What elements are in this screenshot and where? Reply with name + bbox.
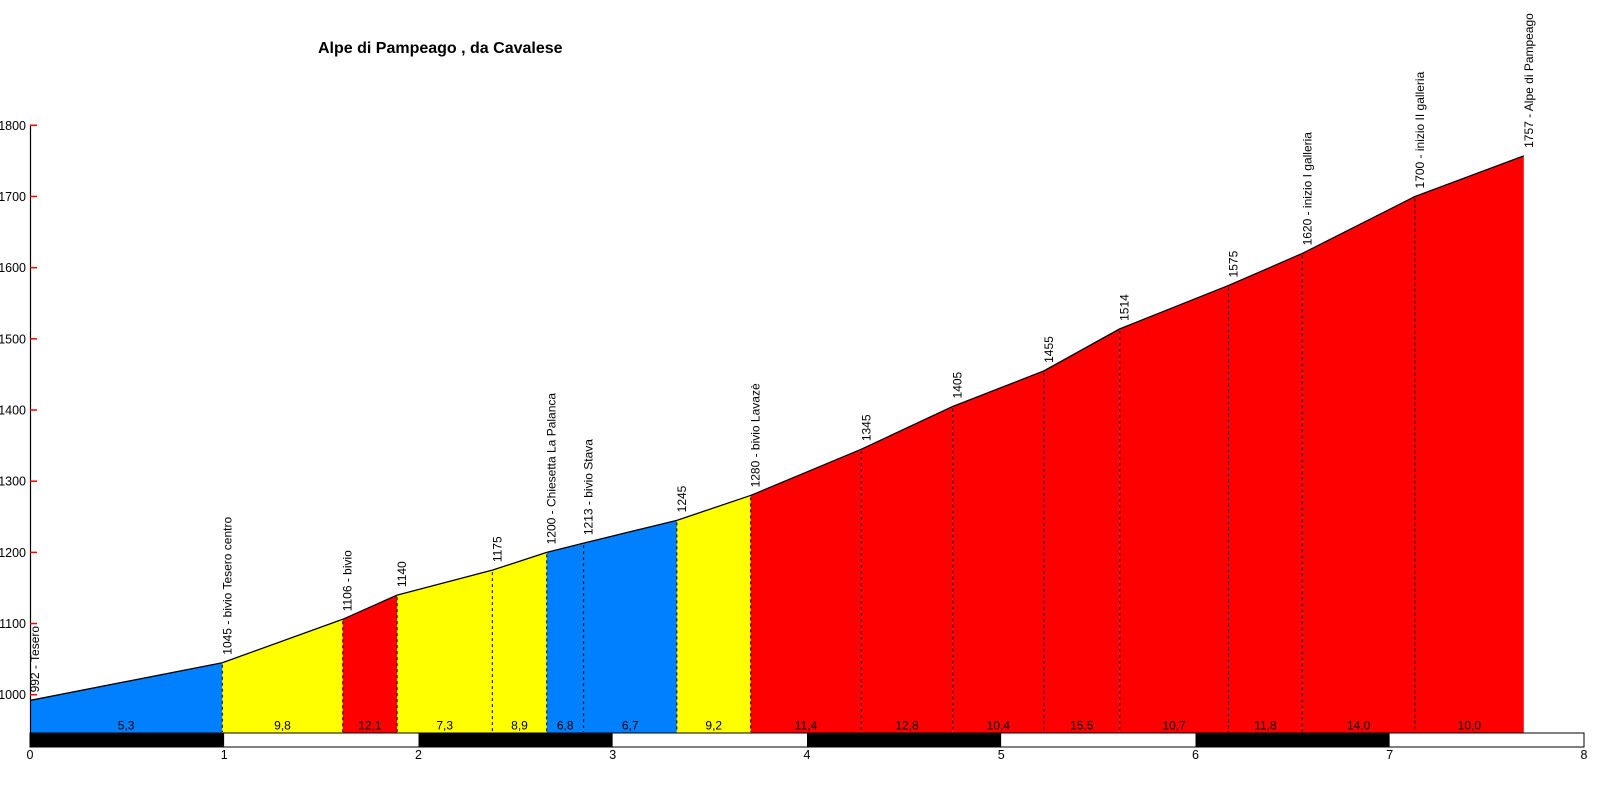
waypoint-label: 1757 - Alpe di Pampeago [1522,13,1536,148]
segment-gradient-label: 5,3 [118,719,135,733]
x-axis-tick-label: 4 [804,748,811,762]
axis-km-band [1001,733,1196,747]
x-axis-tick-label: 3 [609,748,616,762]
segment-gradient-label: 8,9 [511,719,528,733]
waypoint-label: 1213 - bivio Stava [582,439,596,535]
waypoint-label: 1280 - bivio Lavazè [749,383,763,487]
waypoint-label: 1106 - bivio [341,550,355,611]
y-axis-tick-label: 1200 [0,546,26,560]
axis-km-band [1389,733,1584,747]
segment-area [546,543,584,733]
y-axis-tick-label: 1000 [0,688,26,702]
axis-km-band [30,733,225,747]
chart-title: Alpe di Pampeago , da Cavalese [318,40,563,57]
waypoint-label: 1045 - bivio Tesero centro [220,517,234,655]
axis-km-band [224,733,419,747]
waypoint-label: 1620 - inizio I galleria [1300,132,1314,246]
segment-gradient-label: 11,4 [795,719,818,733]
segment-area [397,570,493,733]
segment-gradient-label: 14,0 [1347,719,1371,733]
segment-gradient-label: 15,5 [1070,719,1094,733]
y-axis-tick-label: 1100 [0,617,26,631]
x-axis-tick-label: 7 [1386,748,1393,762]
segment-gradient-label: 11,8 [1254,719,1277,733]
y-axis-tick-label: 1600 [0,261,26,275]
segment-gradient-label: 6,8 [557,719,574,733]
segment-gradient-label: 10,0 [1458,719,1482,733]
segment-gradient-label: 12,8 [895,719,919,733]
waypoint-label: 1345 [859,414,873,441]
axis-km-band [418,733,613,747]
waypoint-label: 1575 [1227,250,1241,277]
x-axis-tick-label: 0 [27,748,34,762]
profile-outline [29,155,1525,702]
segment-area [30,662,223,733]
axis-bar-border [29,732,1585,748]
segment-area [750,449,862,733]
segment-area [1415,155,1524,733]
segment-area [1043,328,1120,733]
segment-gradient-label: 12,1 [358,719,382,733]
segment-area [492,552,547,733]
segment-area [583,520,677,733]
segment-gradient-label: 7,3 [436,719,453,733]
waypoint-label: 1405 [951,371,965,398]
segment-area [861,406,953,733]
x-axis-tick-label: 6 [1192,748,1199,762]
segment-area [1302,196,1416,734]
waypoint-label: 1700 - inizio II galleria [1413,71,1427,188]
x-axis-tick-label: 1 [221,748,228,762]
segment-gradient-label: 6,7 [622,719,639,733]
segment-gradient-label: 10,4 [987,719,1011,733]
waypoint-label: 1175 [490,536,504,562]
waypoint-label: 1140 [395,561,409,587]
waypoint-label: 1200 - Chiesetta La Palanca [545,393,559,545]
segment-gradient-label: 9,8 [274,719,291,733]
axis-km-band [1195,733,1390,747]
x-axis-tick-label: 8 [1581,748,1588,762]
y-axis-tick-label: 1300 [0,475,26,489]
x-axis-tick-label: 2 [415,748,422,762]
segment-area [1119,285,1229,733]
y-axis-tick-label: 1800 [0,119,26,133]
y-axis-tick-label: 1700 [0,190,26,204]
axis-km-band [807,733,1002,747]
segment-area [1228,253,1303,733]
segment-area [676,495,751,733]
waypoint-label: 1245 [675,485,689,512]
segment-area [222,619,343,733]
waypoint-label: 1514 [1118,294,1132,321]
segment-area [952,370,1044,733]
segment-area [342,595,398,733]
waypoint-label: 1455 [1042,336,1056,363]
segment-gradient-label: 10,7 [1162,719,1186,733]
waypoint-label: 992 - Tesero [28,626,42,693]
x-axis-tick-label: 5 [998,748,1005,762]
axis-km-band [612,733,807,747]
y-axis-tick-label: 1400 [0,404,26,418]
segment-gradient-label: 9,2 [705,719,722,733]
y-axis-tick-label: 1500 [0,332,26,346]
